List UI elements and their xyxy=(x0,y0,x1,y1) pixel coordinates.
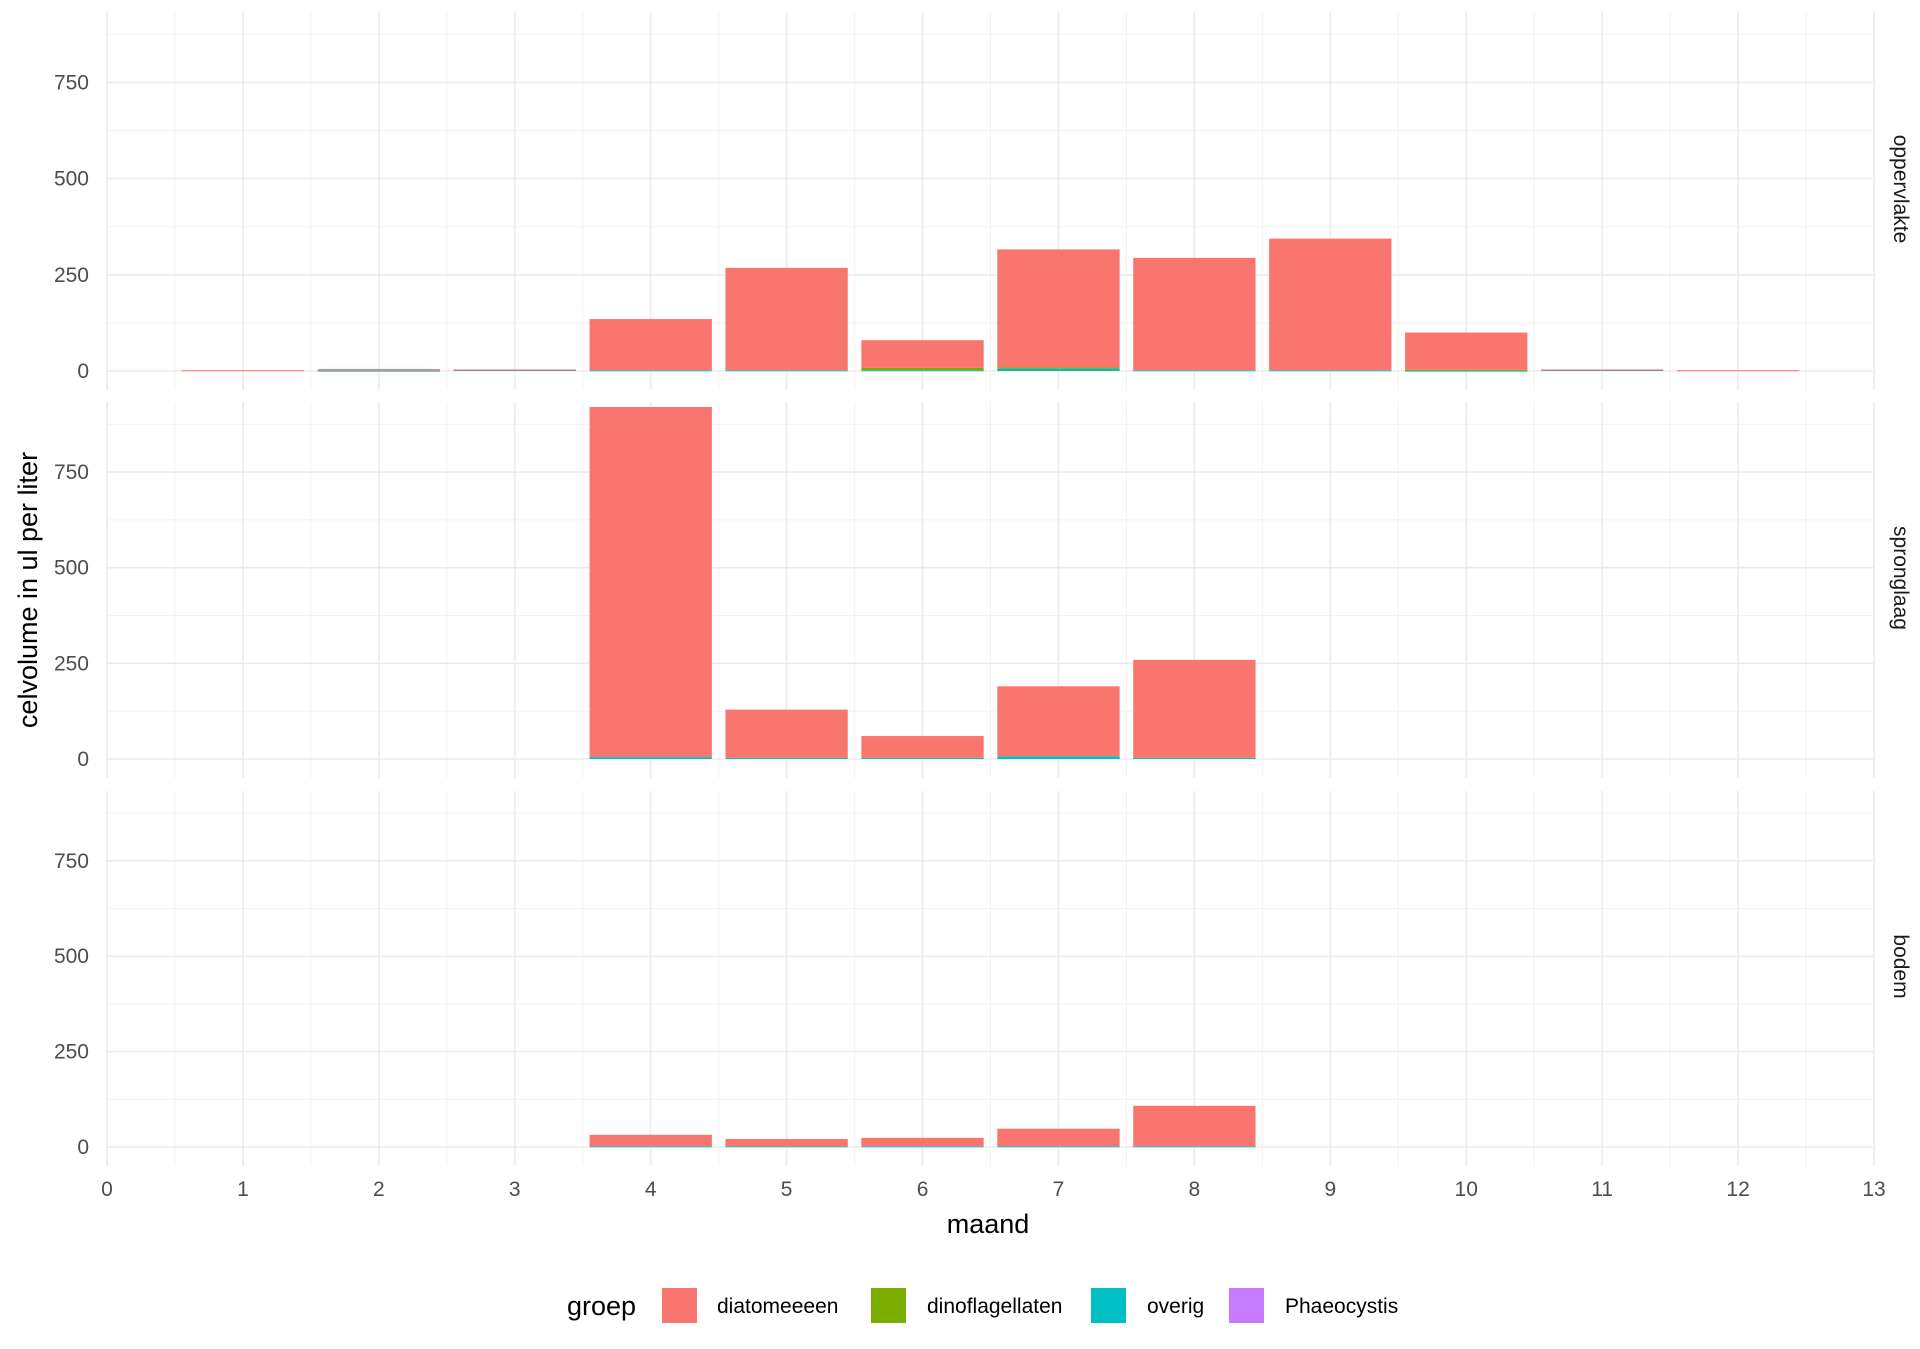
bar-overig xyxy=(997,756,1120,759)
facet-strip-label-bodem: bodem xyxy=(1889,934,1912,998)
y-tick-label: 0 xyxy=(77,748,89,771)
bar-diatomeeeen xyxy=(181,370,305,372)
bar-overig xyxy=(1133,370,1256,372)
x-tick-label: 12 xyxy=(1726,1178,1749,1201)
bar-overig xyxy=(1269,370,1392,372)
y-tick-label: 750 xyxy=(54,71,89,94)
facet-strip-label-spronglaag: spronglaag xyxy=(1889,526,1912,630)
bar-diatomeeeen xyxy=(453,369,576,371)
bar-overig xyxy=(725,757,848,759)
legend-key-Phaeocystis xyxy=(1229,1288,1264,1323)
bar-overig xyxy=(1133,1146,1256,1148)
bar-overig xyxy=(997,368,1120,371)
x-tick-label: 3 xyxy=(509,1178,521,1201)
y-tick-label: 0 xyxy=(77,360,89,383)
bar-diatomeeeen xyxy=(997,1128,1120,1147)
legend-label-dinoflagellaten: dinoflagellaten xyxy=(927,1295,1062,1318)
bar-diatomeeeen xyxy=(1676,370,1800,372)
bar-diatomeeeen xyxy=(997,249,1120,368)
x-tick-label: 0 xyxy=(101,1178,113,1201)
bar-overig xyxy=(317,370,441,372)
y-axis-title: celvolume in ul per liter xyxy=(13,452,43,728)
bar-dinoflagellaten xyxy=(1405,369,1528,371)
legend-title: groep xyxy=(567,1291,636,1321)
bar-diatomeeeen xyxy=(1540,369,1664,371)
bar-diatomeeeen xyxy=(861,736,984,758)
bar-diatomeeeen xyxy=(589,407,712,758)
x-tick-label: 13 xyxy=(1862,1178,1885,1201)
bar-overig xyxy=(589,1146,712,1148)
x-tick-label: 10 xyxy=(1455,1178,1478,1201)
bar-overig xyxy=(725,1146,848,1148)
x-tick-label: 5 xyxy=(781,1178,793,1201)
bar-diatomeeeen xyxy=(997,686,1120,757)
legend-label-Phaeocystis: Phaeocystis xyxy=(1285,1295,1398,1318)
y-tick-label: 250 xyxy=(54,264,89,287)
bar-overig xyxy=(589,757,712,759)
bar-diatomeeeen xyxy=(1405,332,1528,370)
bar-diatomeeeen xyxy=(725,1138,848,1147)
y-tick-label: 750 xyxy=(54,461,89,484)
legend-key-diatomeeeen xyxy=(662,1288,697,1323)
bar-overig xyxy=(1405,370,1528,372)
bar-overig xyxy=(1133,757,1256,759)
x-axis-title: maand xyxy=(947,1209,1030,1239)
bar-diatomeeeen xyxy=(861,1137,984,1147)
bar-overig xyxy=(861,1146,984,1148)
x-tick-label: 2 xyxy=(373,1178,385,1201)
bar-diatomeeeen xyxy=(1133,1105,1256,1147)
bar-overig xyxy=(725,370,848,372)
y-tick-label: 500 xyxy=(54,557,89,580)
legend-key-overig xyxy=(1091,1288,1126,1323)
facet-strip-label-oppervlakte: oppervlakte xyxy=(1889,135,1912,244)
bar-dinoflagellaten xyxy=(997,367,1120,369)
y-tick-label: 0 xyxy=(77,1136,89,1159)
legend-label-diatomeeeen: diatomeeeen xyxy=(717,1295,838,1318)
bar-overig xyxy=(997,1146,1120,1148)
y-tick-label: 750 xyxy=(54,850,89,873)
x-tick-label: 1 xyxy=(237,1178,249,1201)
bar-diatomeeeen xyxy=(1133,659,1256,758)
bar-overig xyxy=(861,757,984,759)
bar-overig xyxy=(861,370,984,372)
x-tick-label: 4 xyxy=(645,1178,657,1201)
bar-diatomeeeen xyxy=(1133,257,1256,371)
bar-diatomeeeen xyxy=(589,319,712,371)
bar-diatomeeeen xyxy=(725,709,848,758)
x-tick-label: 8 xyxy=(1189,1178,1201,1201)
legend-key-dinoflagellaten xyxy=(871,1288,906,1323)
x-tick-label: 7 xyxy=(1053,1178,1065,1201)
y-tick-label: 250 xyxy=(54,652,89,675)
bar-diatomeeeen xyxy=(317,369,441,371)
y-tick-label: 500 xyxy=(54,945,89,968)
bar-diatomeeeen xyxy=(1269,238,1392,371)
y-tick-label: 250 xyxy=(54,1041,89,1064)
legend-label-overig: overig xyxy=(1147,1295,1204,1318)
x-tick-label: 9 xyxy=(1324,1178,1336,1201)
x-tick-label: 6 xyxy=(917,1178,929,1201)
bar-diatomeeeen xyxy=(589,1134,712,1147)
bar-overig xyxy=(589,370,712,372)
bar-dinoflagellaten xyxy=(861,367,984,371)
x-tick-label: 11 xyxy=(1591,1178,1613,1201)
bar-diatomeeeen xyxy=(725,267,848,371)
bar-diatomeeeen xyxy=(861,340,984,368)
y-tick-label: 500 xyxy=(54,168,89,191)
